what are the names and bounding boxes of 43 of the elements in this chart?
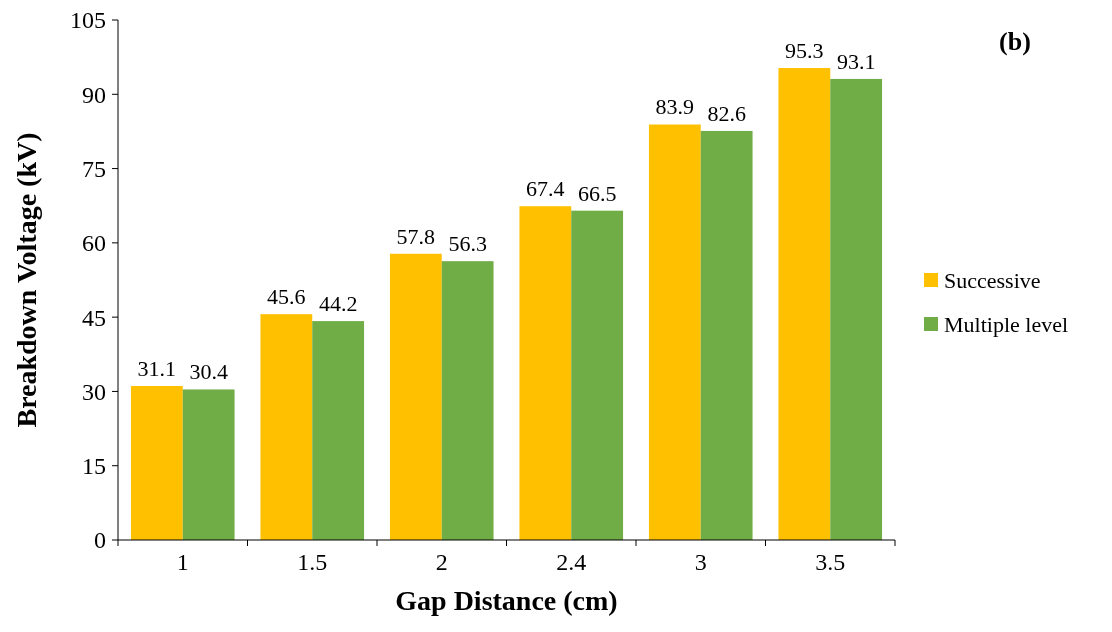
- y-tick-label: 0: [94, 527, 106, 554]
- data-label: 30.4: [189, 359, 228, 385]
- y-tick-label: 30: [82, 378, 106, 405]
- text: (b): [999, 27, 1031, 56]
- data-label: 56.3: [448, 231, 487, 257]
- data-label: 57.8: [396, 223, 436, 249]
- x-tick-label: 2: [435, 549, 448, 575]
- legend-label: Successive: [944, 267, 1041, 293]
- y-tick-label: 75: [82, 155, 106, 182]
- bar: [312, 321, 365, 540]
- bar: [182, 389, 235, 540]
- bar: [130, 385, 183, 540]
- y-tick-label: 15: [82, 453, 106, 480]
- x-tick-label: 1.5: [297, 549, 328, 575]
- bar: [700, 130, 753, 540]
- bar: [830, 78, 883, 540]
- bar: [389, 253, 442, 540]
- bar: [571, 210, 624, 540]
- data-label: 82.6: [707, 100, 746, 126]
- bar: [260, 314, 313, 540]
- x-tick-label: 3.5: [815, 549, 846, 575]
- bar: [778, 68, 831, 540]
- data-label: 93.1: [836, 48, 876, 74]
- data-label: 45.6: [267, 284, 306, 310]
- y-tick-label: 45: [82, 304, 106, 331]
- data-label: 44.2: [318, 291, 358, 317]
- data-label: 95.3: [785, 38, 824, 64]
- y-tick-label: 90: [82, 81, 106, 108]
- x-tick-label: 2.4: [556, 549, 587, 575]
- legend-label: Multiple level: [944, 311, 1069, 337]
- y-tick-label: 105: [70, 7, 106, 34]
- data-label: 67.4: [526, 176, 565, 202]
- data-label: 31.1: [137, 355, 177, 381]
- y-tick-label: 60: [82, 230, 106, 257]
- bar: [519, 206, 572, 540]
- x-tick-label: 1: [176, 549, 189, 575]
- bar: [648, 124, 701, 540]
- y-axis-title: Breakdown Voltage (kV): [11, 132, 42, 428]
- x-tick-label: 3: [694, 549, 707, 575]
- data-label: 83.9: [655, 94, 695, 120]
- data-label: 66.5: [577, 180, 617, 206]
- x-axis-title: Gap Distance (cm): [395, 585, 618, 616]
- bar: [441, 261, 494, 540]
